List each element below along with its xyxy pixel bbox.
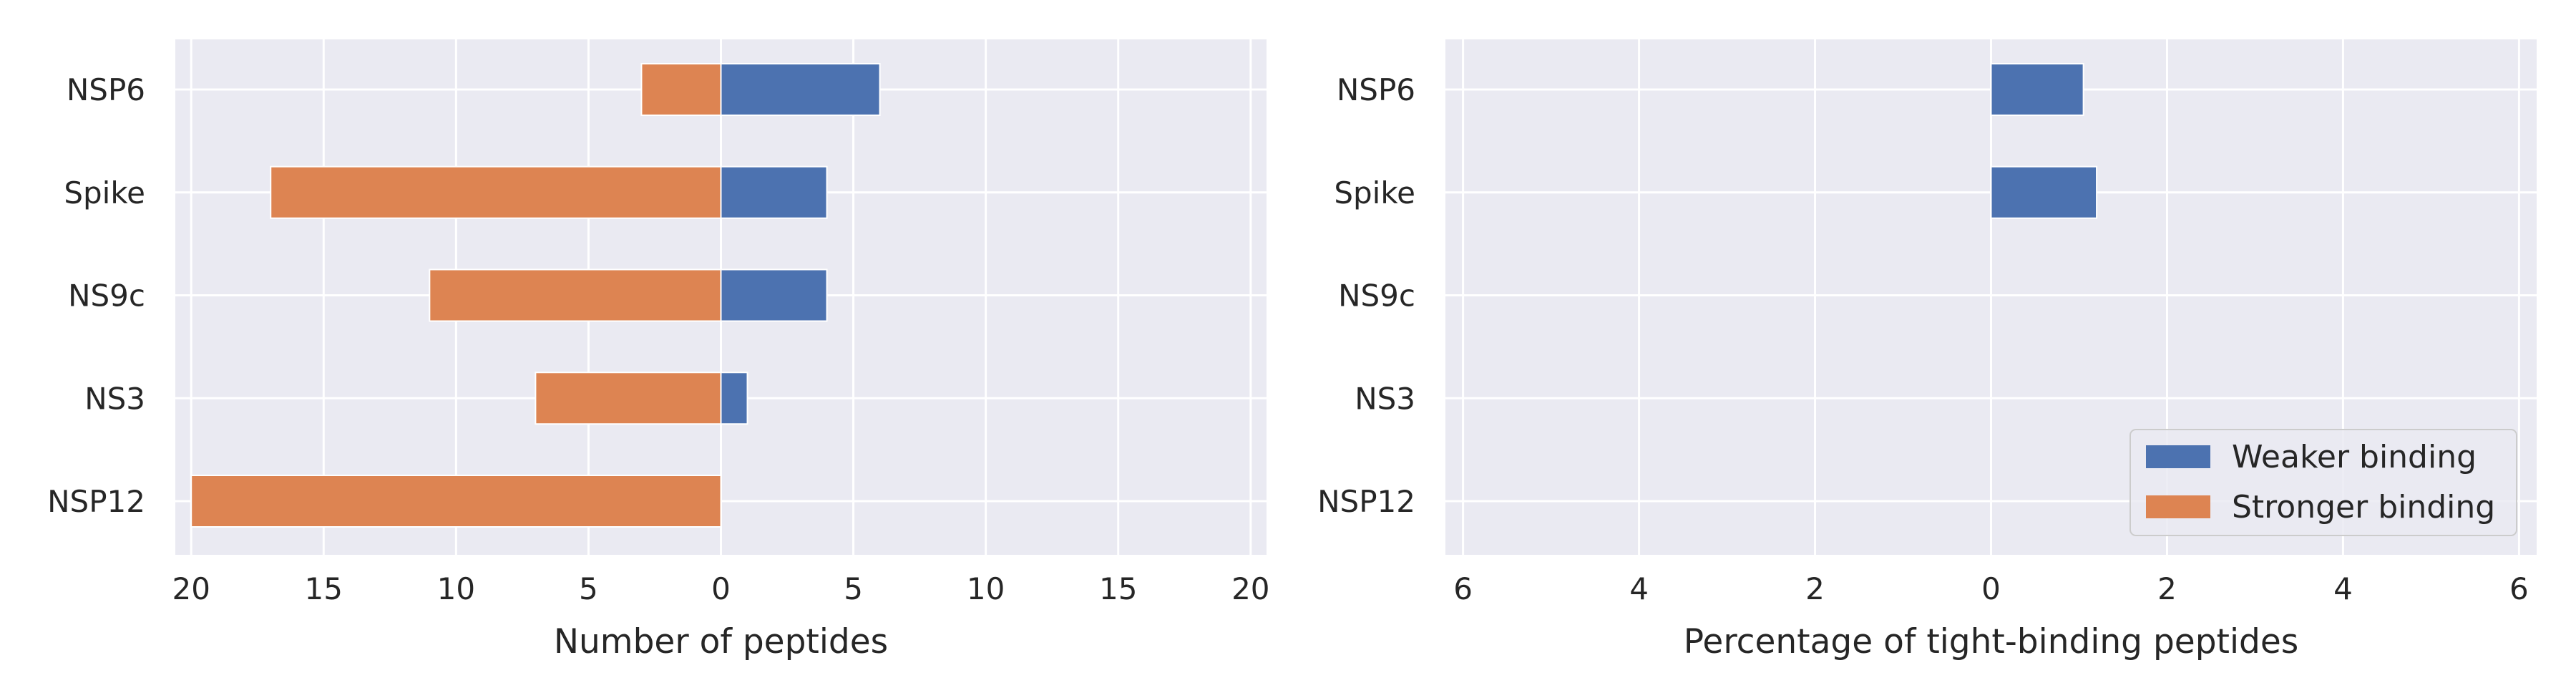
x-tick-label: 4 [2333, 571, 2353, 606]
x-tick-label: 20 [1231, 571, 1269, 606]
x-tick-label: 2 [1805, 571, 1825, 606]
x-tick-label: 4 [1629, 571, 1649, 606]
x-tick-label: 10 [967, 571, 1005, 606]
x-tick-label: 20 [172, 571, 210, 606]
bar-weaker-nsp6 [720, 63, 881, 116]
legend-label-stronger: Stronger binding [2232, 489, 2495, 525]
x-tick-label: 6 [1453, 571, 1473, 606]
x-tick-label: 6 [2509, 571, 2529, 606]
x-axis-label: Number of peptides [554, 622, 888, 661]
x-tick-label: 0 [711, 571, 731, 606]
chart-panel-peptide-counts: 20 15 10 5 0 5 10 15 20 NSP6 Spike NS9c NS3 NSP12 Numb… [47, 39, 1270, 661]
y-tick-label-nsp6: NSP6 [67, 72, 145, 107]
legend: Weaker binding Stronger binding [2129, 429, 2517, 536]
bar-weaker-spike [1990, 165, 2098, 219]
bar-stronger-ns3 [535, 372, 722, 425]
y-tick-label-ns3: NS3 [84, 381, 145, 416]
bar-weaker-nsp6 [1990, 63, 2084, 116]
x-tick-label: 15 [1099, 571, 1137, 606]
bar-stronger-nsp12 [190, 475, 722, 528]
bar-stronger-ns9c [429, 268, 722, 322]
y-tick-label-ns9c: NS9c [68, 278, 145, 314]
legend-frame [2129, 429, 2517, 536]
y-tick-label-nsp12: NSP12 [1317, 484, 1415, 519]
y-tick-label-nsp6: NSP6 [1337, 72, 1415, 107]
bar-stronger-nsp6 [640, 63, 722, 116]
legend-swatch-stronger [2146, 495, 2210, 518]
bar-weaker-ns3 [720, 372, 748, 425]
x-axis-label: Percentage of tight-binding peptides [1684, 622, 2299, 661]
y-tick-label-ns9c: NS9c [1338, 278, 1415, 314]
x-tick-label: 15 [305, 571, 343, 606]
y-tick-label-nsp12: NSP12 [47, 484, 145, 519]
x-tick-label: 5 [844, 571, 863, 606]
x-tick-label: 5 [579, 571, 598, 606]
y-tick-label-spike: Spike [1334, 175, 1415, 210]
y-tick-label-ns3: NS3 [1355, 381, 1415, 416]
bar-stronger-spike [270, 165, 722, 219]
x-tick-label: 0 [1981, 571, 2001, 606]
chart-panel-tight-binding-percentage: 6 4 2 0 2 4 6 NSP6 Spike NS9c NS3 NSP12 Percentage o… [1317, 39, 2537, 661]
legend-swatch-weaker [2146, 445, 2210, 468]
legend-label-weaker: Weaker binding [2232, 439, 2477, 475]
bar-weaker-spike [720, 165, 828, 219]
x-tick-label: 10 [437, 571, 475, 606]
x-tick-label: 2 [2157, 571, 2177, 606]
bar-weaker-ns9c [720, 268, 828, 322]
y-tick-label-spike: Spike [64, 175, 145, 210]
